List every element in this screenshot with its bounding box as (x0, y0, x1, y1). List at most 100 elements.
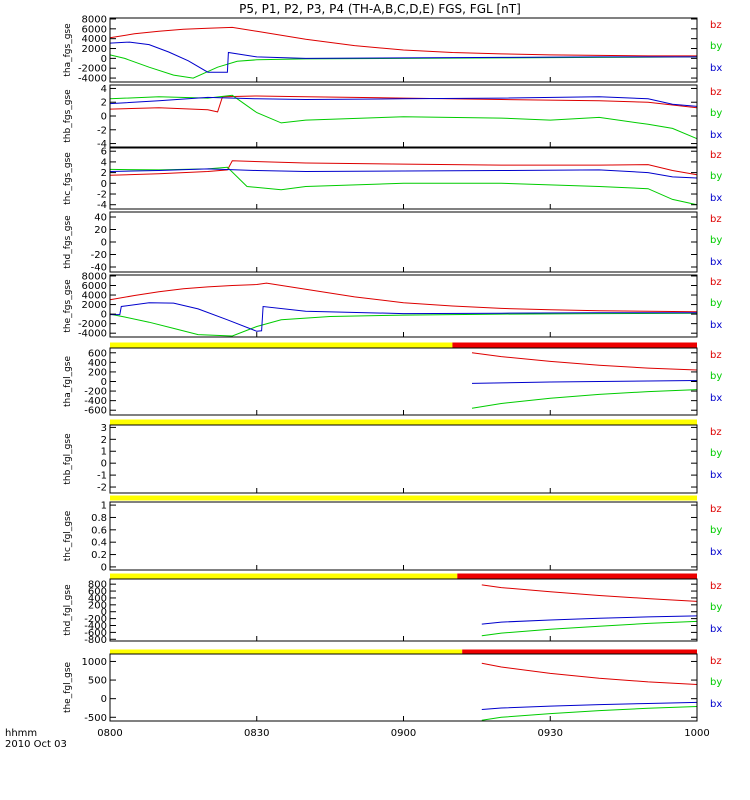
status-bar-red (452, 342, 697, 348)
x-axis-label-date: 2010 Oct 03 (5, 739, 67, 750)
legend-bx: bx (710, 257, 722, 268)
y-axis-label: the_fgl_gse (63, 661, 73, 713)
legend-bz: bz (710, 87, 722, 98)
series-bx-line (481, 701, 698, 710)
y-tick-label: 2000 (82, 44, 107, 55)
x-axis: 0800 0830 0900 0930 1000 (97, 77, 710, 739)
y-tick-label: 2 (101, 435, 107, 446)
legend-bz: bz (710, 150, 722, 161)
legend-bx: bx (710, 699, 722, 710)
status-bar-yellow (110, 342, 453, 348)
series-bz-line (481, 584, 698, 602)
legend-bz: bz (710, 504, 722, 515)
series-bx-line (110, 302, 697, 332)
series-by-line (109, 166, 698, 206)
y-tick-label: 400 (88, 593, 107, 604)
status-bar-yellow (110, 649, 463, 655)
panel-frame (109, 84, 698, 148)
legend-bx: bx (710, 63, 722, 74)
panel-frame (109, 653, 698, 722)
y-tick-label: 4 (101, 157, 107, 168)
y-tick-label: 0 (101, 238, 107, 249)
y-tick-label: -4000 (78, 329, 107, 340)
y-axis-label: thc_fgs_gse (63, 152, 73, 205)
y-tick-label: 0 (101, 54, 107, 65)
y-tick-label: -400 (84, 621, 107, 632)
y-tick-label: 2000 (82, 300, 107, 311)
y-tick-label: 1 (101, 447, 107, 458)
series-bz-line (471, 352, 698, 371)
legend-bz: bz (710, 350, 722, 361)
legend-bx: bx (710, 130, 722, 141)
x-tick-label: 0800 (97, 728, 122, 739)
y-tick-label: -4 (97, 200, 107, 211)
y-tick-label: 1000 (82, 657, 107, 668)
y-tick-label: 40 (94, 213, 107, 224)
status-bar-red (457, 573, 697, 579)
y-tick-label: 20 (94, 225, 107, 236)
y-tick-label: 0 (101, 562, 107, 573)
panel-the_fgl: -500 0 500 1000 the_fgl_gse bz by bx (63, 649, 722, 724)
legend-by: by (710, 525, 722, 536)
panel-frame (109, 274, 698, 338)
y-tick-label: -2000 (78, 64, 107, 75)
y-tick-label: 0 (101, 377, 107, 388)
legend-bx: bx (710, 393, 722, 404)
y-axis-label: thc_fgl_gse (63, 510, 73, 561)
y-tick-label: 4000 (82, 34, 107, 45)
legend-bx: bx (710, 193, 722, 204)
y-tick-label: -200 (84, 387, 107, 398)
y-axis-label: tha_fgs_gse (63, 23, 73, 77)
y-tick-label: 3 (101, 423, 107, 434)
chart-title: P5, P1, P2, P3, P4 (TH-A,B,C,D,E) FGS, F… (239, 2, 521, 16)
status-bar-yellow (110, 573, 458, 579)
series-bx-line (481, 615, 698, 625)
y-tick-label: 6000 (82, 281, 107, 292)
y-tick-label: 0.6 (91, 525, 107, 536)
legend-by: by (710, 235, 722, 246)
series-bz-line (481, 662, 698, 685)
y-tick-label: -2000 (78, 319, 107, 330)
y-tick-label: 8000 (82, 271, 107, 282)
y-tick-label: -2 (97, 483, 107, 494)
y-tick-label: -200 (84, 614, 107, 625)
y-tick-label: 6000 (82, 24, 107, 35)
series-bz-line (109, 160, 698, 176)
panel-frame (109, 424, 698, 494)
y-tick-label: 200 (88, 367, 107, 378)
y-tick-label: -2 (97, 125, 107, 136)
x-axis-label-hhmm: hhmm (5, 728, 37, 739)
legend-bz: bz (710, 277, 722, 288)
status-bar-yellow (110, 419, 697, 425)
legend-bz: bz (710, 20, 722, 31)
panel-frame (109, 211, 698, 273)
y-tick-label: -4 (97, 139, 107, 150)
panel-frame (109, 578, 698, 642)
y-axis-label: thb_fgs_gse (63, 89, 73, 143)
legend-by: by (710, 677, 722, 688)
y-tick-label: 6 (101, 147, 107, 158)
legend-by: by (710, 108, 722, 119)
y-tick-label: -1 (97, 471, 107, 482)
y-tick-label: 200 (88, 600, 107, 611)
y-axis-label: tha_fgl_gse (63, 356, 73, 408)
y-tick-label: -800 (84, 635, 107, 646)
panel-thc_fgl: 00.20.4 0.60.81 thc_fgl_gse bz by bx (63, 495, 722, 573)
legend-by: by (710, 448, 722, 459)
y-tick-label: 2 (101, 168, 107, 179)
x-tick-label: 0830 (244, 728, 269, 739)
x-tick-label: 0930 (538, 728, 563, 739)
panel-thb_fgs: -4 -2 0 2 4 thb_fgs_gse bz by bx (63, 84, 722, 150)
status-bar-yellow (110, 495, 697, 501)
series-by-line (471, 389, 698, 409)
series-bz-line (109, 26, 697, 57)
y-tick-label: 0.8 (91, 513, 107, 524)
legend-by: by (710, 298, 722, 309)
